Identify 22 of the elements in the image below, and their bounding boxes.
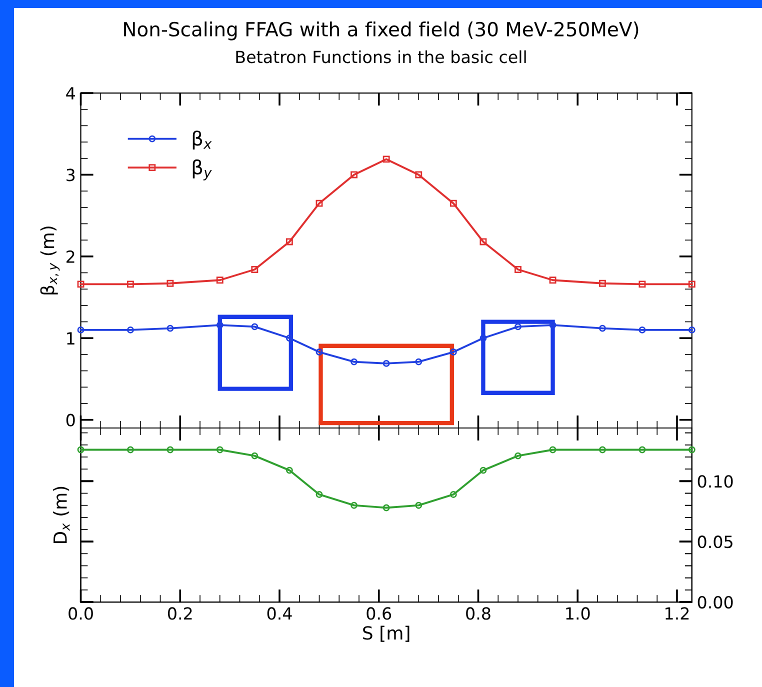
y-tick-label: 1 xyxy=(67,332,74,344)
y-axis-title: β$_{x,y}$ (m) xyxy=(40,226,60,294)
y2-tick-label: 0.10 xyxy=(698,475,733,488)
x-axis-title: S [m] xyxy=(363,626,410,642)
y2-tick-label: 0.00 xyxy=(698,596,733,609)
chart-subtitle: Betatron Functions in the basic cell xyxy=(236,50,526,64)
x-tick-label: 1.0 xyxy=(566,607,590,620)
chart-title: Non-Scaling FFAG with a fixed field (30 MeV-250MeV) xyxy=(124,22,638,40)
x-tick-label: 0.0 xyxy=(68,607,93,620)
x-tick-label: 0.6 xyxy=(366,607,392,620)
y-tick-label: 2 xyxy=(66,250,74,263)
y-tick-label: 0 xyxy=(66,414,75,426)
x-tick-label: 0.2 xyxy=(168,607,192,620)
y2-tick-label: 0.05 xyxy=(698,536,732,548)
y-axis-title: D$_{x}$ (m) xyxy=(53,486,70,544)
x-tick-label: 0.8 xyxy=(466,607,490,620)
y-tick-label: 4 xyxy=(66,87,75,100)
legend-label: β$_{y}$ xyxy=(192,159,212,180)
y-tick-label: 3 xyxy=(66,168,75,182)
x-tick-label: 0.4 xyxy=(267,607,292,620)
x-tick-label: 1.2 xyxy=(666,607,689,620)
legend-label: β$_{x}$ xyxy=(192,130,212,150)
